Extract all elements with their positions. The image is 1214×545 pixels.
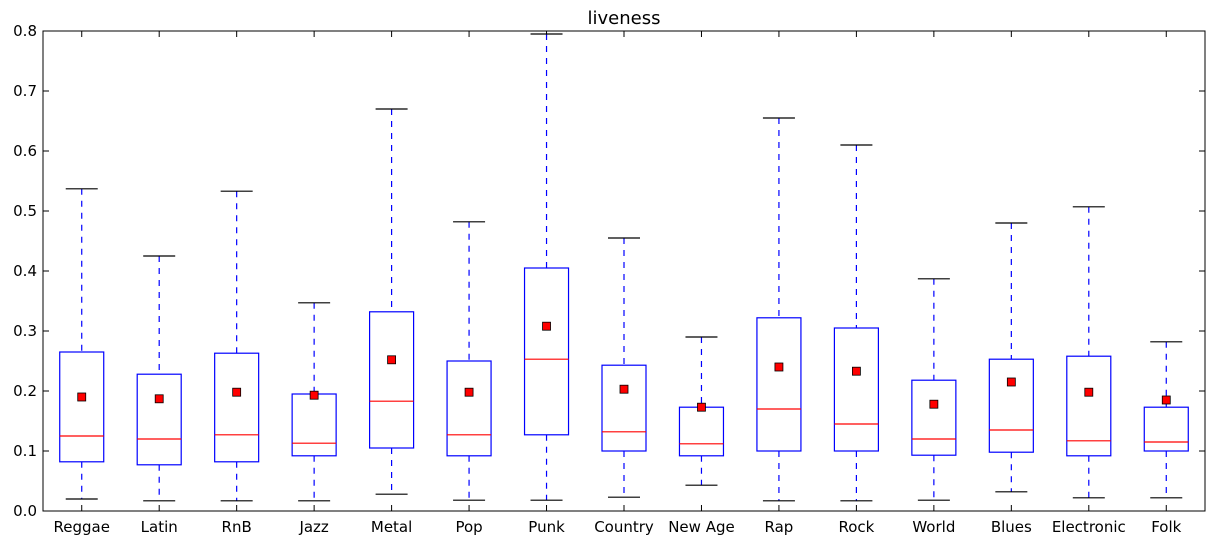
y-axis: 0.0 0.1 0.2 0.3 0.4 0.5 0.6 0.7 0.8 (13, 22, 1205, 520)
y-tick-label: 0.7 (13, 82, 37, 100)
y-tick-label: 0.8 (13, 22, 37, 40)
x-tick-label: Electronic (1052, 518, 1126, 536)
box-blues (988, 222, 1034, 493)
mean-marker (309, 390, 319, 400)
box-rock (833, 144, 880, 502)
x-tick-label: RnB (222, 518, 252, 536)
box-new-age (678, 336, 725, 486)
box-electronic (1066, 206, 1112, 499)
mean-marker (852, 366, 861, 376)
mean-marker (77, 392, 87, 402)
y-tick-label: 0.4 (13, 262, 37, 280)
x-tick-label: Punk (528, 518, 565, 536)
y-tick-label: 0.3 (13, 322, 37, 340)
iqr-box (523, 267, 570, 436)
box-pop (446, 221, 492, 501)
iqr-box (833, 327, 880, 452)
x-tick-label: Blues (991, 518, 1032, 536)
mean-marker (542, 321, 551, 331)
x-tick-label: Country (594, 518, 654, 536)
box-jazz (291, 302, 337, 502)
mean-marker (1161, 395, 1171, 405)
box-world (911, 278, 957, 501)
box-punk (523, 33, 570, 501)
box-rap (756, 117, 802, 502)
mean-marker (619, 384, 629, 394)
iqr-box (1066, 355, 1112, 457)
mean-marker (697, 402, 706, 412)
box-rnb (214, 190, 260, 502)
iqr-box (601, 364, 647, 452)
x-tick-label: Pop (455, 518, 482, 536)
iqr-box (291, 393, 337, 457)
y-tick-label: 0.1 (13, 442, 37, 460)
mean-marker (1006, 377, 1016, 387)
x-tick-label: Reggae (54, 518, 110, 536)
iqr-box (369, 311, 415, 449)
x-tick-label: Metal (371, 518, 412, 536)
x-tick-label: World (912, 518, 955, 536)
plot-frame (42, 30, 1206, 512)
y-tick-label: 0.0 (13, 502, 37, 520)
mean-marker (1084, 387, 1094, 397)
x-tick-label: Rock (838, 518, 874, 536)
x-tick-label: Jazz (298, 518, 328, 536)
mean-marker (232, 387, 242, 397)
iqr-box (678, 406, 725, 457)
box-reggae (59, 188, 105, 500)
x-axis: Reggae Latin RnB Jazz Metal Pop Punk Country New… (54, 31, 1182, 536)
box-country (601, 237, 647, 498)
x-tick-label: Folk (1151, 518, 1181, 536)
x-tick-label: Rap (765, 518, 794, 536)
box-latin (136, 255, 182, 502)
iqr-box (446, 360, 492, 457)
iqr-box (911, 379, 957, 456)
mean-marker (929, 399, 939, 409)
box-folk (1143, 341, 1189, 499)
y-tick-label: 0.2 (13, 382, 37, 400)
mean-marker (154, 394, 164, 404)
x-tick-label: Latin (141, 518, 178, 536)
iqr-box (988, 358, 1034, 453)
mean-marker (387, 355, 397, 365)
x-tick-label: New Age (668, 518, 735, 536)
mean-marker (464, 387, 474, 397)
chart-title: liveness (588, 8, 661, 29)
iqr-box (214, 352, 260, 463)
y-tick-label: 0.5 (13, 202, 37, 220)
iqr-box (136, 373, 182, 466)
iqr-box (59, 351, 105, 463)
y-tick-label: 0.6 (13, 142, 37, 160)
box-metal (369, 108, 415, 495)
mean-marker (774, 362, 784, 372)
iqr-box (756, 317, 802, 452)
iqr-box (1143, 406, 1189, 452)
box-series (59, 33, 1189, 502)
